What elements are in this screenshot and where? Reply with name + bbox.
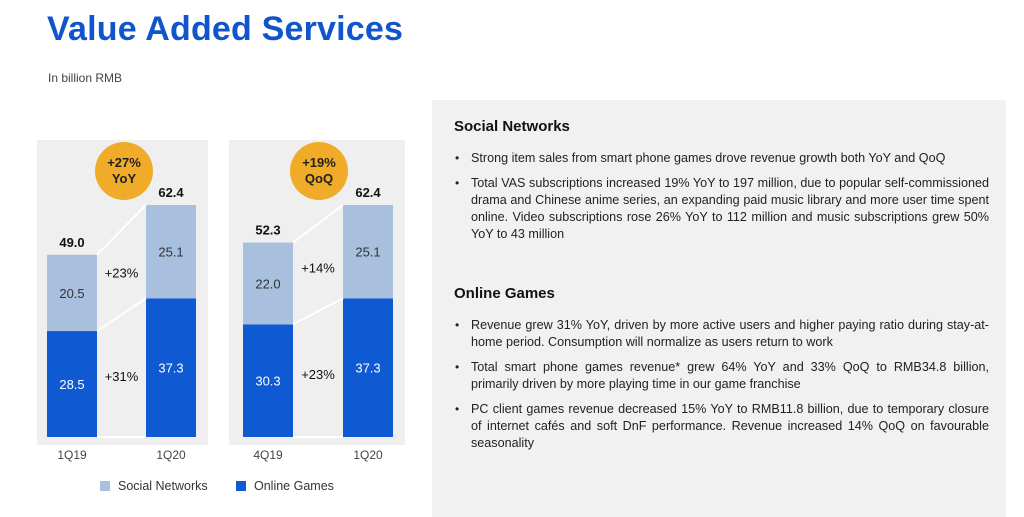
games-heading: Online Games (454, 285, 555, 302)
charts-area: 28.5 20.5 49.0 1Q19 37.3 25.1 62.4 1Q20 +23% +31%… (37, 140, 405, 462)
unit-label: In billion RMB (48, 71, 123, 85)
connector-line (96, 297, 147, 332)
bar-online-games (47, 331, 97, 437)
legend-label-games: Online Games (254, 479, 334, 493)
badge-value: +27% (107, 155, 141, 170)
x-tick-label: 1Q19 (57, 448, 87, 462)
games-bullet: • Total smart phone games revenue* grew 6… (455, 360, 989, 391)
growth-badge (290, 142, 348, 200)
bar-social-networks (146, 205, 196, 299)
commentary-panel (432, 100, 1006, 517)
growth-label-social: +23% (105, 265, 139, 280)
legend-swatch-games (236, 481, 246, 491)
social-bullet: • Strong item sales from smart phone game… (455, 151, 946, 165)
data-label-online-games: 28.5 (59, 377, 84, 392)
connector-line (96, 204, 147, 256)
bullet-icon: • (455, 360, 460, 374)
bullet-icon: • (455, 318, 460, 332)
games-bullet: • Revenue grew 31% YoY, driven by more ac… (455, 318, 989, 349)
data-label-social-networks: 22.0 (255, 276, 280, 291)
total-label: 62.4 (355, 185, 381, 200)
badge-value: +19% (302, 155, 336, 170)
total-label: 49.0 (59, 235, 84, 250)
bullet-icon: • (455, 402, 460, 416)
data-label-social-networks: 25.1 (355, 245, 380, 260)
games-bullet: • PC client games revenue decreased 15% Y… (455, 402, 989, 450)
legend-item-social: Social Networks (100, 479, 208, 493)
bar-social-networks (343, 205, 393, 299)
x-tick-label: 1Q20 (353, 448, 383, 462)
data-label-online-games: 37.3 (158, 361, 183, 376)
total-label: 62.4 (158, 185, 184, 200)
bar-online-games (243, 324, 293, 437)
bar-social-networks (243, 242, 293, 325)
data-label-social-networks: 20.5 (59, 286, 84, 301)
bar-social-networks (47, 254, 97, 332)
legend-swatch-social (100, 481, 110, 491)
data-label-online-games: 37.3 (355, 361, 380, 376)
growth-label-games: +23% (301, 367, 335, 382)
growth-label-games: +31% (105, 369, 139, 384)
bar-online-games (146, 298, 196, 437)
badge-label: YoY (112, 171, 137, 186)
data-label-online-games: 30.3 (255, 374, 280, 389)
bar-online-games (343, 298, 393, 437)
bullet-icon: • (455, 151, 460, 165)
x-tick-label: 1Q20 (156, 448, 186, 462)
legend-item-games: Online Games (236, 479, 334, 493)
x-tick-label: 4Q19 (253, 448, 283, 462)
growth-label-social: +14% (301, 261, 335, 276)
social-heading: Social Networks (454, 118, 570, 135)
badge-label: QoQ (305, 171, 333, 186)
growth-badge (95, 142, 153, 200)
bullet-icon: • (455, 176, 460, 190)
connector-line (292, 204, 344, 244)
total-label: 52.3 (255, 223, 280, 238)
legend-label-social: Social Networks (118, 479, 208, 493)
games-bullets: • Revenue grew 31% YoY, driven by more ac… (454, 317, 989, 460)
social-bullets: • Strong item sales from smart phone game… (454, 150, 989, 251)
page-title: Value Added Services (47, 10, 404, 48)
connector-line (292, 297, 344, 326)
social-bullet: • Total VAS subscriptions increased 19% Y… (455, 176, 989, 241)
data-label-social-networks: 25.1 (158, 245, 183, 260)
